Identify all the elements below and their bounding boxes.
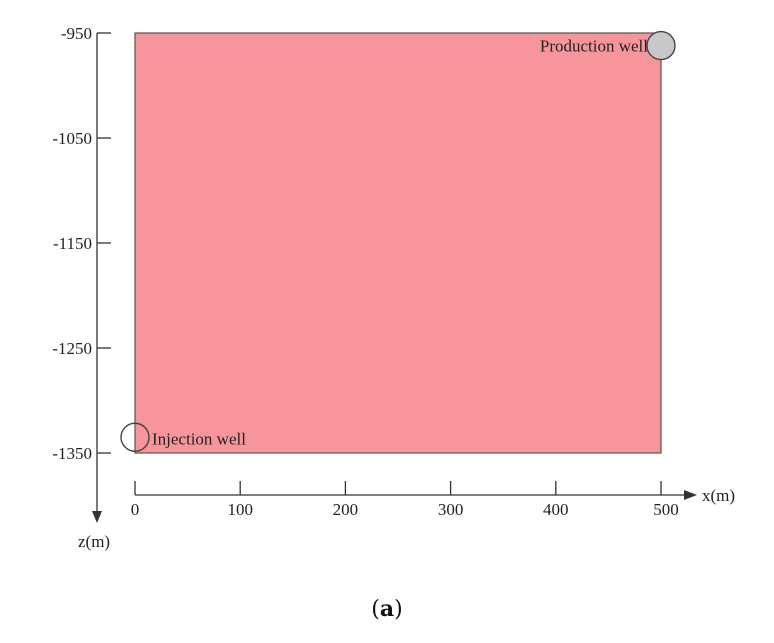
injection-well: Injection well — [120, 422, 246, 452]
x-tick-label: 400 — [543, 500, 569, 519]
x-tick-label: 300 — [438, 500, 464, 519]
caption-letter: a — [380, 596, 394, 622]
z-tick-label: -1350 — [52, 444, 92, 463]
x-tick-label: 0 — [131, 500, 140, 519]
caption-close: ) — [394, 597, 403, 622]
z-tick-label: -1050 — [52, 129, 92, 148]
z-tick-label: -1150 — [53, 234, 92, 253]
production-well: Production well — [540, 30, 676, 61]
z-tick-label: -1250 — [52, 339, 92, 358]
z-axis-label: z(m) — [78, 532, 110, 551]
injection-well-marker — [120, 422, 150, 452]
production-well-label: Production well — [540, 37, 648, 56]
injection-well-label: Injection well — [152, 429, 246, 448]
x-axis: 0 100 200 300 400 500 x(m) — [131, 481, 735, 519]
z-axis-arrow — [92, 511, 102, 523]
reservoir-domain — [134, 32, 662, 454]
x-tick-label: 200 — [333, 500, 359, 519]
z-tick-label: -950 — [61, 24, 92, 43]
x-tick-label: 100 — [227, 500, 253, 519]
x-tick-label: 500 — [653, 500, 679, 519]
caption-open: ( — [371, 597, 380, 622]
production-well-marker — [646, 30, 676, 61]
figure-caption: (a) — [371, 596, 402, 622]
z-axis: -950 -1050 -1150 -1250 -1350 z(m) — [52, 24, 111, 551]
x-axis-label: x(m) — [702, 486, 735, 505]
x-axis-arrow — [684, 490, 697, 500]
